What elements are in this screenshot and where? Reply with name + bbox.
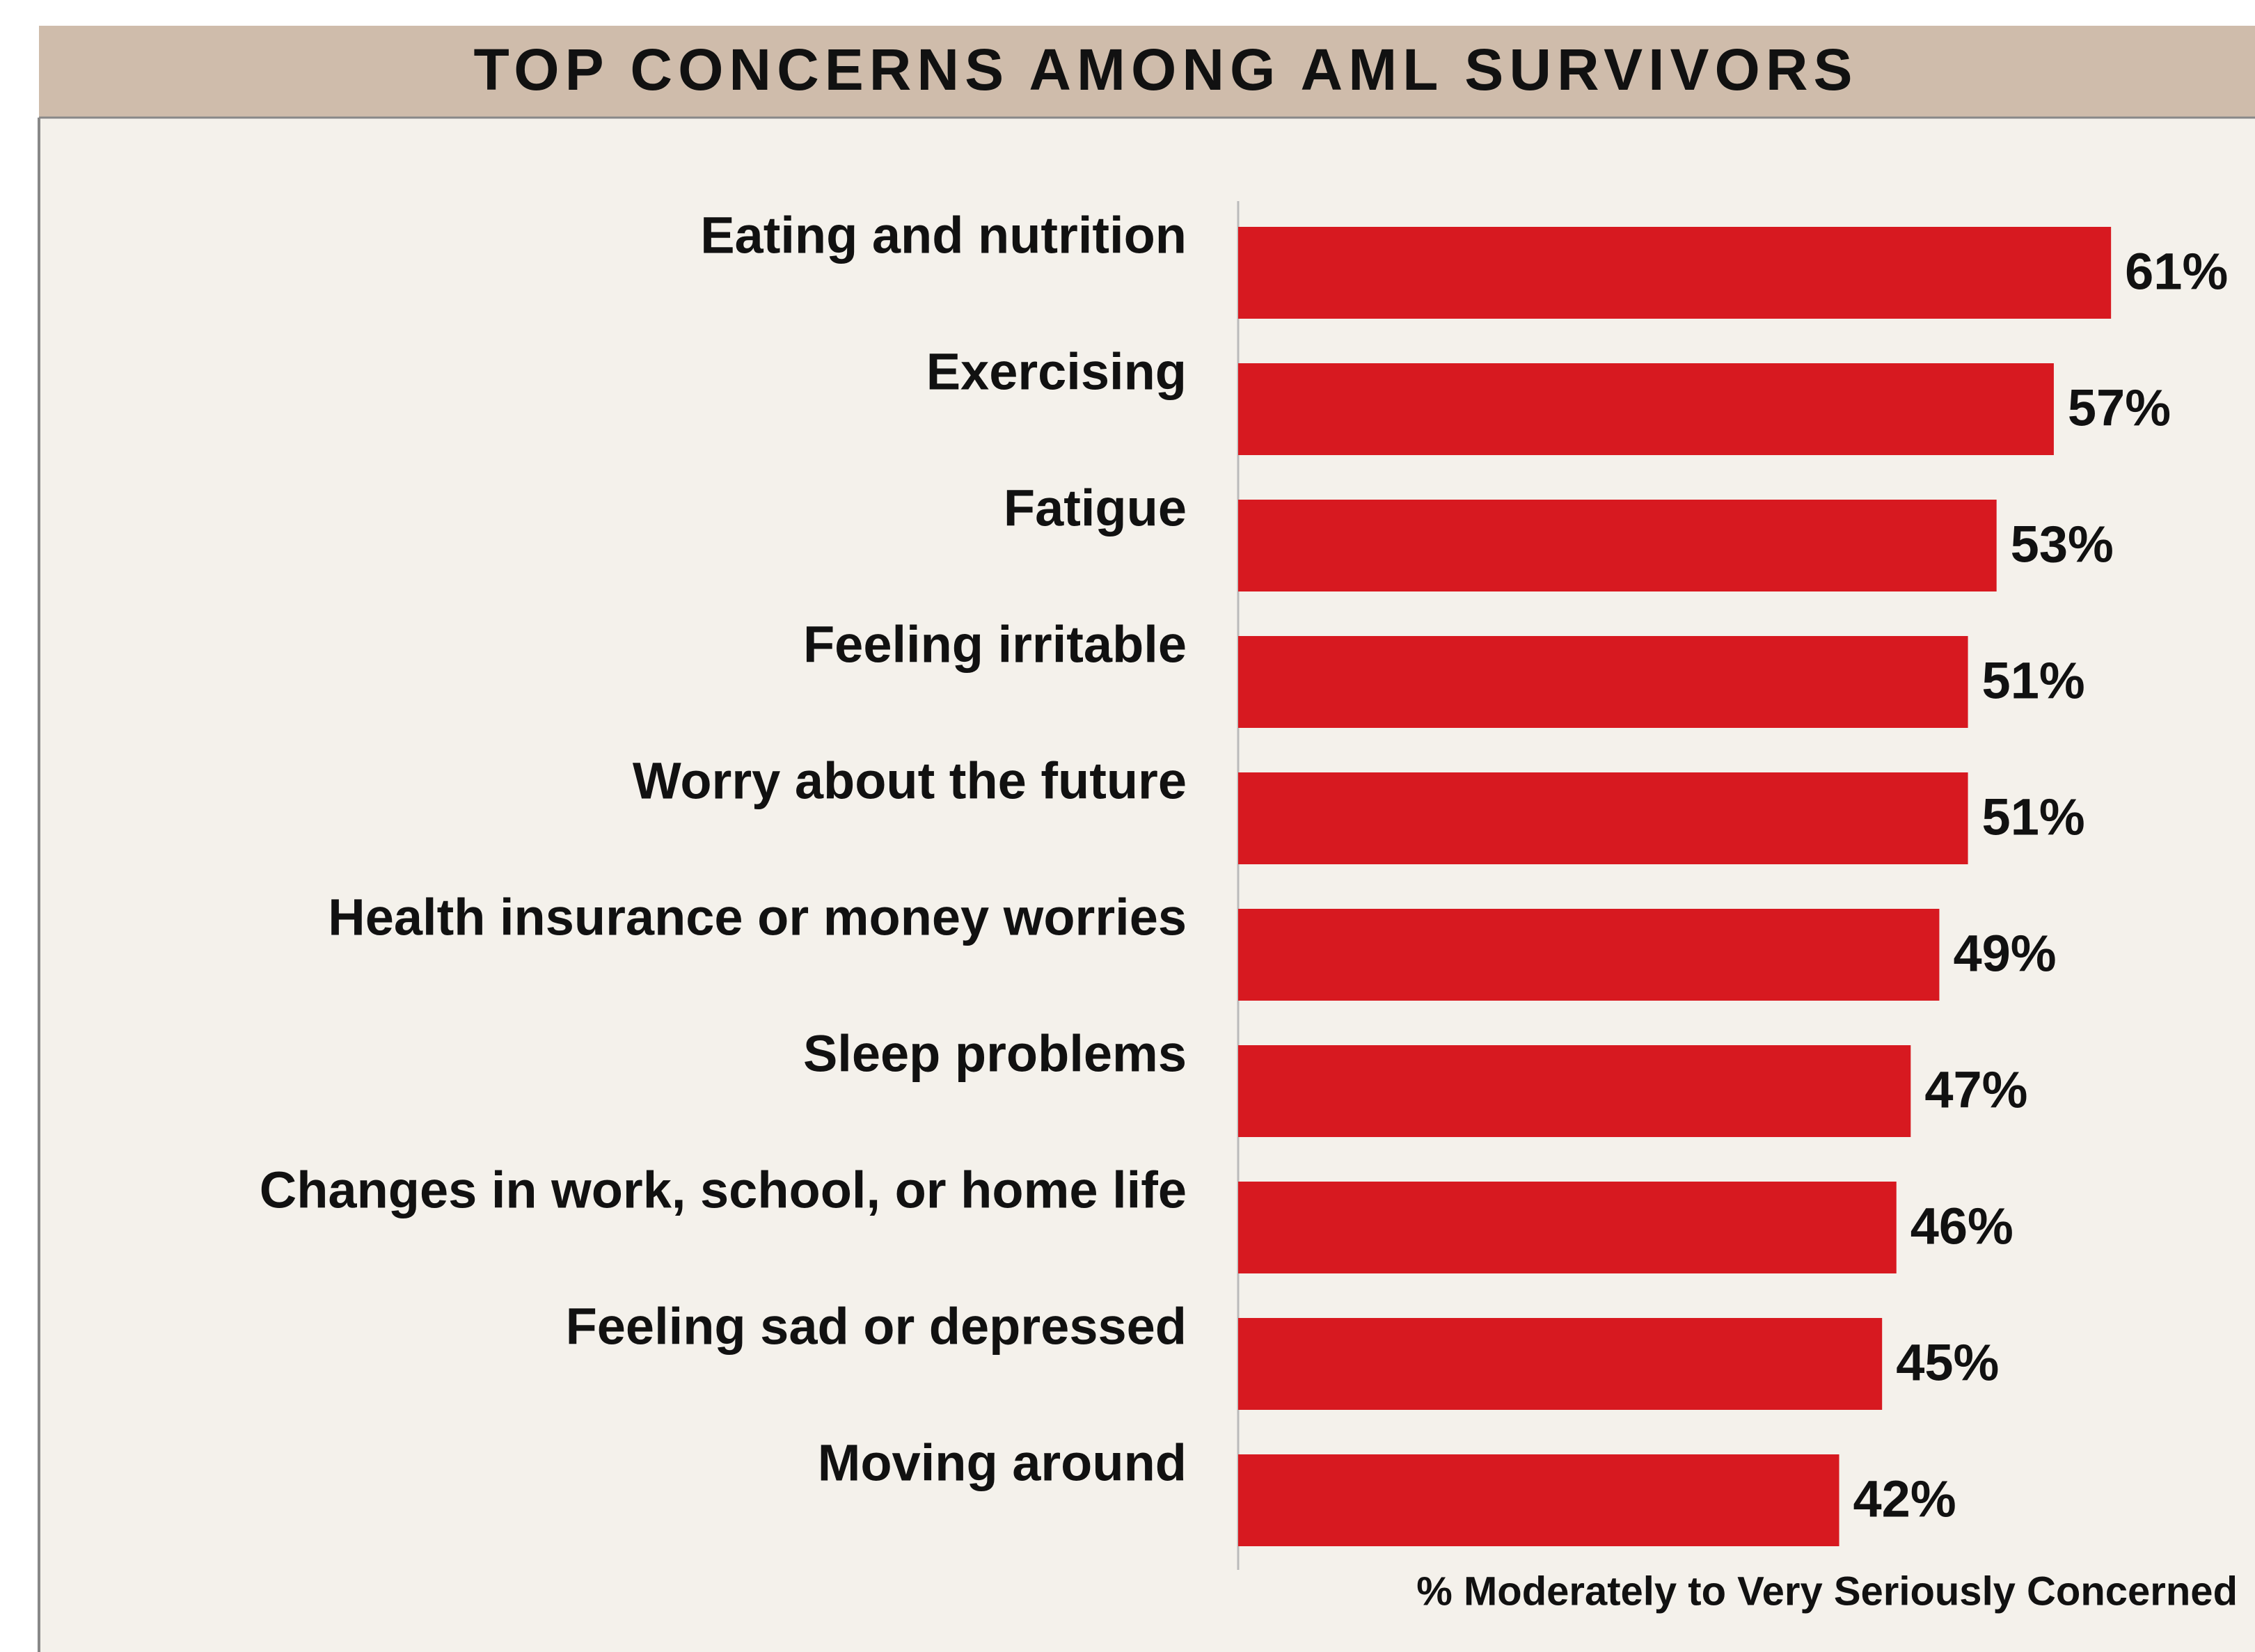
value-label: 46% (1910, 1198, 2013, 1255)
value-label: 42% (1853, 1470, 1956, 1528)
x-axis-label: % Moderately to Very Seriously Concerned (1416, 1568, 2238, 1614)
value-label: 53% (2011, 516, 2114, 573)
category-label: Changes in work, school, or home life (260, 1161, 1187, 1219)
category-label: Feeling irritable (803, 616, 1187, 674)
category-label: Exercising (926, 343, 1187, 401)
value-label: 51% (1982, 652, 2085, 710)
value-label: 57% (2068, 379, 2171, 437)
category-label: Health insurance or money worries (328, 889, 1187, 946)
bar (1238, 1182, 1897, 1273)
bar (1238, 1045, 1911, 1137)
category-label: Eating and nutrition (700, 207, 1187, 264)
category-label: Sleep problems (803, 1025, 1187, 1083)
bar (1238, 1318, 1883, 1410)
category-label: Fatigue (1004, 479, 1187, 537)
bar (1238, 363, 2054, 455)
value-label: 47% (1924, 1061, 2027, 1119)
bar (1238, 1454, 1839, 1546)
value-label: 45% (1896, 1334, 1999, 1392)
value-label: 49% (1953, 925, 2056, 983)
bar (1238, 909, 1940, 1001)
bar (1238, 227, 2112, 319)
category-label: Feeling sad or depressed (566, 1298, 1187, 1356)
value-label: 51% (1982, 788, 2085, 846)
category-label: Worry about the future (633, 752, 1187, 810)
bar (1238, 500, 1997, 591)
value-label: 61% (2125, 243, 2228, 301)
chart-title: TOP CONCERNS AMONG AML SURVIVORS (473, 37, 1858, 102)
bar (1238, 772, 1968, 864)
bar (1238, 636, 1968, 728)
category-label: Moving around (818, 1434, 1187, 1492)
title-band (39, 26, 2255, 118)
